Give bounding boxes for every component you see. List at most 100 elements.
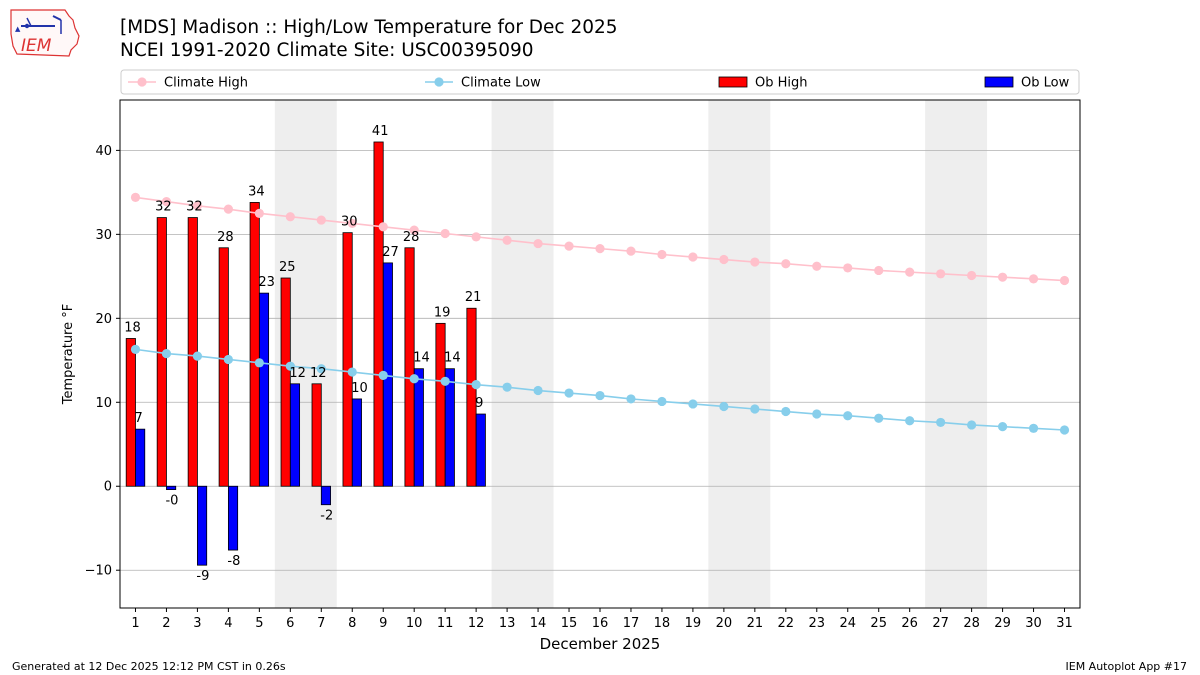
x-tick-label: 3 xyxy=(193,616,201,631)
ob-low-label: 23 xyxy=(258,275,275,290)
x-axis: 1 2 3 4 5 6 7 8 9 10 11 12 13 14 15 16 17 18 19 20 21 22 23 24 2… xyxy=(131,608,1073,631)
x-tick-label: 18 xyxy=(654,616,671,631)
ob-high-label: 28 xyxy=(217,230,234,245)
ob-low-label: 14 xyxy=(413,351,430,366)
climate-high-point xyxy=(347,218,357,229)
climate-high-point xyxy=(254,208,264,218)
x-tick-label: 29 xyxy=(994,616,1011,631)
climate-high-point xyxy=(130,192,141,203)
ob-low-label: 7 xyxy=(134,411,142,426)
ob-low-bar xyxy=(413,368,424,487)
x-tick-label: 9 xyxy=(379,616,387,631)
ob-low-label: -0 xyxy=(165,494,178,509)
x-tick-label: 16 xyxy=(592,616,609,631)
legend-climate-high-marker xyxy=(137,77,147,87)
legend-ob-low-label: Ob Low xyxy=(1021,76,1070,91)
ob-high-bar xyxy=(466,307,477,487)
ob-low-bar xyxy=(166,485,177,491)
climate-low-point xyxy=(1028,423,1039,433)
ob-high-label: 41 xyxy=(372,124,389,139)
x-tick-label: 30 xyxy=(1025,616,1042,631)
climate-low-point xyxy=(781,406,791,417)
x-tick-label: 1 xyxy=(131,616,139,631)
weekend-band xyxy=(925,100,988,608)
climate-low-point xyxy=(378,370,388,381)
climate-high-point xyxy=(285,212,295,222)
climate-low-point xyxy=(471,380,481,390)
ob-high-bar xyxy=(218,247,229,487)
chart-title: [MDS] Madison :: High/Low Temperature fo… xyxy=(120,17,618,38)
ob-high-label: 32 xyxy=(155,200,172,215)
ob-high-bar xyxy=(280,277,291,487)
ob-high-label: 19 xyxy=(434,305,451,320)
climate-low-point xyxy=(130,344,141,354)
climate-high-point xyxy=(564,241,574,251)
climate-high-point xyxy=(1059,275,1070,286)
iem-logo: ▲ IEM xyxy=(7,6,81,62)
ob-low-bar xyxy=(289,383,301,487)
climate-low-point xyxy=(502,382,512,392)
climate-high-point xyxy=(533,238,543,249)
climate-lines xyxy=(130,192,1070,435)
climate-low-point xyxy=(192,351,203,361)
x-tick-label: 10 xyxy=(406,616,423,631)
x-tick-label: 8 xyxy=(348,616,356,631)
x-tick-label: 24 xyxy=(839,616,856,631)
climate-high-point xyxy=(936,269,946,279)
x-tick-label: 13 xyxy=(499,616,516,631)
y-tick-label: 20 xyxy=(95,312,112,327)
legend-ob-low-swatch xyxy=(984,76,1014,88)
x-tick-label: 31 xyxy=(1056,616,1073,631)
climate-low-point xyxy=(254,358,264,368)
legend-ob-high-swatch xyxy=(718,76,748,88)
ob-low-bar xyxy=(135,428,146,487)
ob-low-label: 10 xyxy=(351,381,368,396)
legend: Climate High Climate Low Ob High Ob Low xyxy=(120,69,1080,95)
x-tick-label: 5 xyxy=(255,616,263,631)
y-axis: −10 0 10 20 30 40 xyxy=(85,144,120,579)
climate-high-point xyxy=(905,267,915,277)
x-tick-label: 25 xyxy=(870,616,887,631)
bar-labels: 18 32 32 28 34 25 12 30 41 28 19 21 7 -0 -9 -8 23 12 -2 10 2… xyxy=(124,124,483,584)
climate-high-point xyxy=(409,225,419,235)
y-tick-label: 10 xyxy=(95,396,112,411)
svg-text:▲: ▲ xyxy=(15,25,21,33)
climate-high-point xyxy=(378,222,388,232)
x-tick-label: 2 xyxy=(162,616,170,631)
climate-low-point xyxy=(719,401,729,412)
ob-high-label: 30 xyxy=(341,215,358,230)
climate-high-point xyxy=(502,235,512,245)
x-tick-label: 28 xyxy=(963,616,980,631)
y-tick-label: 30 xyxy=(95,228,112,243)
climate-low-point xyxy=(440,376,450,386)
x-tick-label: 20 xyxy=(716,616,733,631)
climate-high-point xyxy=(843,263,853,273)
ob-low-bar xyxy=(258,292,270,487)
climate-high-point xyxy=(657,249,667,260)
climate-low-point xyxy=(626,394,636,404)
legend-box xyxy=(120,69,1080,95)
x-tick-label: 11 xyxy=(437,616,454,631)
x-tick-label: 7 xyxy=(317,616,325,631)
ob-low-label: 9 xyxy=(475,396,483,411)
climate-high-point xyxy=(626,246,636,256)
ob-high-bar xyxy=(249,202,260,487)
ob-high-bar xyxy=(404,247,415,487)
climate-low-point xyxy=(750,404,760,414)
climate-high-point xyxy=(688,252,698,262)
climate-low-point xyxy=(843,411,853,421)
ob-low-bar xyxy=(475,413,486,487)
x-tick-label: 26 xyxy=(901,616,918,631)
ob-low-bars xyxy=(135,262,486,566)
x-tick-label: 21 xyxy=(747,616,764,631)
climate-high-point xyxy=(967,270,977,281)
ob-low-bar xyxy=(444,368,455,487)
ob-low-label: 14 xyxy=(444,351,461,366)
ob-low-bar xyxy=(197,485,208,566)
legend-climate-low-marker xyxy=(434,77,444,87)
y-tick-label: 40 xyxy=(95,144,112,159)
ob-high-label: 28 xyxy=(403,230,420,245)
climate-high-point xyxy=(874,265,884,276)
climate-low-point xyxy=(409,374,419,384)
